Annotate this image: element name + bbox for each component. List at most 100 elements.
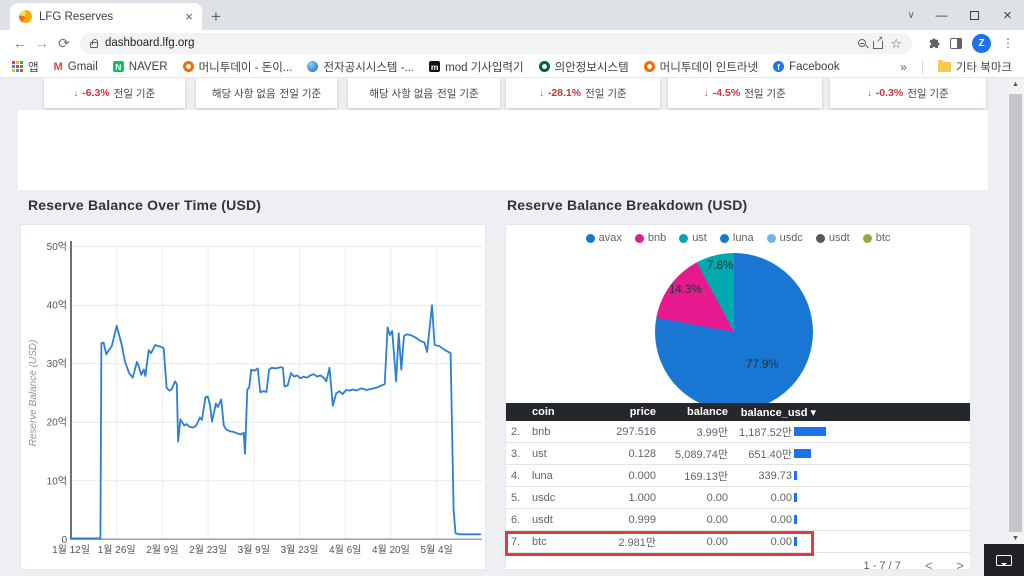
cell-price: 297.516 [616, 425, 656, 438]
cell-price: 2.981만 [618, 536, 656, 549]
cell-price: 1.000 [628, 491, 656, 504]
bookmark-item-moneytoday[interactable]: 머니투데이 - 돈이... [182, 59, 292, 75]
table-row-bnb: 2. bnb 297.516 3.99만 1,187.52만 [506, 421, 970, 443]
line-chart-title: Reserve Balance Over Time (USD) [28, 197, 262, 213]
chat-widget-button[interactable] [984, 544, 1024, 576]
svg-text:4월 20일: 4월 20일 [372, 544, 410, 556]
cell-balance-usd: 0.00 [770, 513, 792, 526]
next-page-icon[interactable]: > [956, 558, 964, 573]
bookmark-star-icon[interactable]: ☆ [890, 35, 902, 51]
legend-item-ust[interactable]: ust [679, 232, 707, 244]
bookmark-item-naver[interactable]: N NAVER [112, 61, 168, 73]
menu-dots-icon[interactable]: ⋮ [1002, 36, 1014, 50]
minimize-button[interactable]: — [935, 8, 948, 22]
table-header-row: coin price balance balance_usd ▾ [506, 403, 970, 421]
table-row-ust: 3. ust 0.128 5,089.74만 651.40만 [506, 443, 970, 465]
balance-usd-bar [794, 493, 797, 502]
scrollbar-thumb[interactable] [1009, 94, 1022, 532]
side-panel-icon[interactable] [950, 37, 962, 49]
close-button[interactable]: × [1003, 6, 1012, 24]
legend-item-usdc[interactable]: usdc [766, 232, 803, 244]
pie-legend: avax bnb ust luna usdc usdt btc [506, 232, 970, 244]
tab-close-icon[interactable]: × [185, 9, 193, 24]
scrollbar-down-icon[interactable]: ▼ [1012, 535, 1019, 542]
address-bar[interactable]: dashboard.lfg.org ☆ [80, 32, 912, 54]
coin-table: coin price balance balance_usd ▾ 2. bnb 297.51… [506, 403, 970, 553]
bookmark-item-dart-globe[interactable]: 전자공시시스템 -... [307, 59, 414, 75]
cell-price: 0.128 [628, 447, 656, 460]
bookmark-item-facebook[interactable]: f Facebook [773, 61, 840, 73]
svg-text:Reserve Balance (USD): Reserve Balance (USD) [28, 340, 39, 447]
forward-button[interactable]: → [35, 35, 49, 51]
highlight-annotation-box [505, 531, 814, 556]
svg-text:40억: 40억 [47, 300, 67, 312]
bookmarks-separator [921, 59, 923, 74]
card-note: 전일 기준 [744, 87, 786, 100]
svg-text:20억: 20억 [47, 417, 67, 429]
svg-text:3월 23일: 3월 23일 [281, 544, 319, 556]
pie-chart[interactable] [655, 253, 813, 411]
legend-dot-icon [634, 233, 644, 243]
cell-balance: 0.00 [706, 491, 728, 504]
bookmark-item-mod[interactable]: m mod 기사입력기 [429, 59, 524, 75]
header-balance-usd[interactable]: balance_usd ▾ [740, 406, 816, 419]
legend-label: usdc [779, 232, 803, 244]
dart-globe-icon [307, 61, 319, 72]
summary-card: 해당 사항 없음 전일 기준 [196, 78, 337, 108]
apps-grid-icon [12, 61, 23, 72]
scrollbar-up-icon[interactable]: ▲ [1012, 81, 1019, 88]
bookmarks-overflow-icon[interactable]: » [900, 59, 907, 74]
change-value: -4.5% [712, 87, 741, 99]
cell-coin: btc [532, 535, 547, 548]
page-scrollbar[interactable]: ▲ ▼ [1007, 78, 1024, 576]
header-balance[interactable]: balance [687, 406, 728, 418]
profile-avatar[interactable]: Z [972, 33, 991, 53]
reload-button[interactable]: ⟳ [58, 34, 70, 51]
bookmark-item-apps-grid[interactable]: 앱 [12, 59, 39, 75]
legend-item-avax[interactable]: avax [585, 232, 622, 244]
svg-text:2월 23일: 2월 23일 [189, 544, 227, 556]
summary-card: ↓ -6.3% 전일 기준 [44, 78, 185, 108]
extensions-puzzle-icon[interactable] [927, 37, 940, 50]
cell-balance-usd: 0.00 [770, 491, 792, 504]
svg-text:3월 9일: 3월 9일 [238, 544, 270, 556]
new-tab-button[interactable]: + [211, 6, 221, 26]
balance-usd-bar [794, 427, 826, 436]
line-chart-card: 0 10억 20억 30억 40억 50억 1월 12일 1월 26일 2월 9일 2월 23일 3… [20, 224, 486, 570]
legend-label: luna [732, 232, 754, 244]
bookmark-label: mod 기사입력기 [445, 61, 524, 74]
tab-search-chevron-icon[interactable]: ∨ [907, 9, 915, 21]
card-note: 전일 기준 [907, 87, 949, 100]
legend-item-luna[interactable]: luna [719, 232, 754, 244]
line-chart[interactable]: 0 10억 20억 30억 40억 50억 1월 12일 1월 26일 2월 9일 2월 23일 3… [21, 225, 485, 569]
cell-idx: 3. [511, 447, 521, 460]
bookmark-item-gmail[interactable]: M Gmail [54, 61, 98, 73]
legend-item-bnb[interactable]: bnb [634, 232, 666, 244]
naver-icon: N [112, 61, 124, 72]
browser-tab[interactable]: LFG Reserves × [10, 3, 202, 30]
no-change-message: 해당 사항 없음 [369, 87, 434, 100]
down-arrow-icon: ↓ [73, 88, 79, 98]
bookmark-item-assembly[interactable]: 의안정보시스템 [538, 59, 629, 75]
moneytoday-intranet-icon [643, 61, 655, 72]
restore-button[interactable] [958, 0, 991, 30]
bookmark-item-moneytoday-intranet[interactable]: 머니투데이 인트라넷 [643, 59, 758, 75]
header-price[interactable]: price [629, 406, 656, 418]
cell-price: 0.999 [628, 513, 656, 526]
legend-dot-icon [585, 233, 595, 243]
pie-slice-label: 14.3% [669, 284, 702, 296]
legend-item-usdt[interactable]: usdt [815, 232, 850, 244]
pie-slice-label: 77.9% [746, 359, 779, 371]
zoom-out-icon[interactable] [858, 39, 867, 47]
pagination-label: 1 - 7 / 7 [863, 559, 901, 572]
cell-price: 0.000 [628, 469, 656, 482]
table-row-usdt: 6. usdt 0.999 0.00 0.00 [506, 509, 970, 531]
other-bookmarks-button[interactable]: 기타 북마크 [937, 59, 1012, 75]
share-icon[interactable] [873, 34, 883, 49]
legend-item-btc[interactable]: btc [862, 232, 890, 244]
back-button[interactable]: ← [13, 35, 27, 51]
prev-page-icon[interactable]: < [924, 558, 933, 573]
cell-idx: 2. [511, 425, 521, 438]
url-text[interactable]: dashboard.lfg.org [105, 37, 195, 49]
header-coin[interactable]: coin [532, 406, 555, 418]
